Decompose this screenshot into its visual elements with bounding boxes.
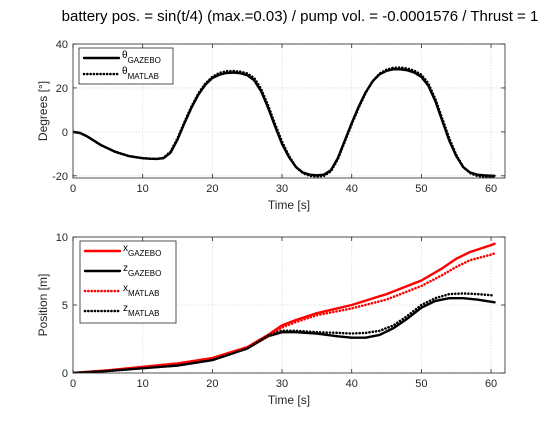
x-tick-label: 50 xyxy=(415,378,427,390)
x-tick-label: 30 xyxy=(276,378,288,390)
x-tick-label: 20 xyxy=(206,378,218,390)
x-axis-label: Time [s] xyxy=(268,198,310,212)
y-tick-label: 10 xyxy=(56,232,68,244)
y-axis-label: Degrees [°] xyxy=(36,81,50,141)
x-axis-label: Time [s] xyxy=(268,393,310,407)
y-tick-label: 0 xyxy=(62,368,68,380)
x-tick-label: 30 xyxy=(276,183,288,195)
x-tick-label: 0 xyxy=(70,378,76,390)
y-tick-label: -20 xyxy=(52,171,68,183)
y-axis-label: Position [m] xyxy=(36,274,50,337)
y-tick-label: 40 xyxy=(56,39,68,51)
x-tick-label: 60 xyxy=(485,183,497,195)
x-tick-label: 50 xyxy=(415,183,427,195)
x-tick-label: 60 xyxy=(485,378,497,390)
x-tick-label: 10 xyxy=(137,378,149,390)
y-tick-label: 20 xyxy=(56,83,68,95)
x-tick-label: 40 xyxy=(346,378,358,390)
x-tick-label: 10 xyxy=(137,183,149,195)
x-tick-label: 40 xyxy=(346,183,358,195)
y-tick-label: 0 xyxy=(62,127,68,139)
y-tick-label: 5 xyxy=(62,300,68,312)
x-tick-label: 0 xyxy=(70,183,76,195)
x-tick-label: 20 xyxy=(206,183,218,195)
figure-title: battery pos. = sin(t/4) (max.=0.03) / pu… xyxy=(0,8,560,25)
chart-bottom: 0 10 20 30 40 50 60 0 5 10 Time [s] Position [m] xGA… xyxy=(36,232,505,407)
